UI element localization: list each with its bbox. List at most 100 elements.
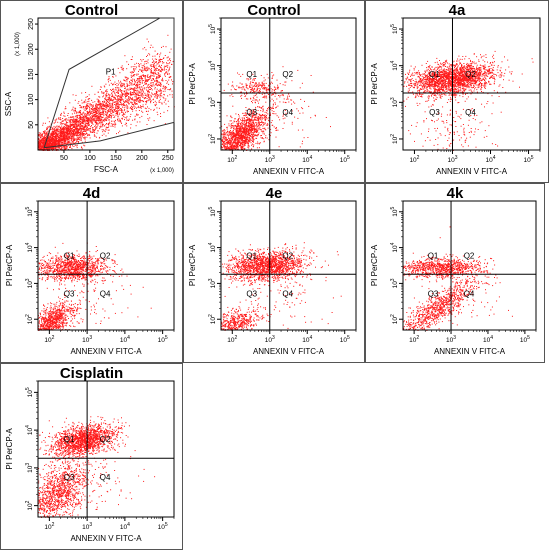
event-dot [63, 112, 65, 114]
event-dot [246, 137, 248, 138]
event-dot [253, 124, 255, 126]
event-dot [146, 69, 148, 71]
event-dot [55, 137, 57, 139]
event-dot [119, 108, 121, 109]
event-dot [134, 81, 136, 82]
event-dot [107, 104, 109, 106]
event-dot [76, 137, 78, 139]
event-dot [158, 62, 160, 63]
event-dot [153, 68, 155, 70]
event-dot [230, 146, 232, 148]
event-dot [230, 141, 232, 143]
event-dot [95, 108, 96, 110]
event-dot [150, 79, 152, 81]
event-dot [141, 90, 143, 92]
event-dot [144, 67, 146, 69]
event-dot [93, 120, 95, 122]
event-dot [270, 128, 272, 130]
event-dot [84, 136, 86, 138]
event-dot [168, 63, 170, 65]
event-dot [116, 103, 117, 105]
event-dot [76, 119, 77, 121]
event-dot [120, 80, 122, 82]
event-dot [65, 148, 67, 149]
event-dot [243, 137, 245, 139]
event-dot [99, 109, 101, 111]
event-dot [60, 131, 62, 133]
event-dot [247, 128, 248, 130]
event-dot [222, 140, 224, 142]
event-dot [48, 136, 50, 138]
event-dot [151, 64, 153, 66]
event-dot [122, 98, 123, 100]
event-dot [77, 135, 79, 137]
event-dot [52, 131, 54, 132]
event-dot [76, 126, 78, 128]
event-dot [146, 100, 147, 102]
event-dot [254, 119, 256, 121]
event-dot [130, 93, 132, 94]
event-dot [137, 98, 139, 99]
event-dot [171, 96, 173, 98]
event-dot [243, 137, 245, 138]
event-dot [127, 86, 128, 88]
event-dot [230, 134, 232, 136]
event-dot [108, 95, 110, 97]
event-dot [108, 109, 110, 111]
event-dot [63, 136, 65, 138]
event-dot [232, 105, 234, 107]
event-dot [148, 119, 150, 121]
event-dot [157, 85, 159, 87]
event-dot [66, 125, 68, 127]
event-dot [111, 109, 113, 111]
event-dot [155, 78, 157, 80]
event-dot [68, 124, 70, 126]
event-dot [253, 111, 255, 113]
event-dot [96, 105, 98, 107]
event-dot [75, 139, 77, 141]
event-dot [87, 98, 89, 100]
event-dot [125, 93, 127, 95]
event-dot [160, 52, 162, 54]
event-dot [130, 106, 132, 108]
event-dot [50, 138, 52, 140]
event-dot [140, 94, 142, 96]
event-dot [253, 109, 255, 111]
event-dot [141, 106, 143, 107]
event-dot [117, 102, 119, 104]
event-dot [272, 106, 274, 108]
event-dot [233, 120, 235, 122]
event-dot [239, 141, 241, 143]
event-dot [122, 114, 124, 116]
event-dot [59, 146, 61, 148]
event-dot [126, 111, 128, 113]
event-dot [40, 145, 42, 147]
event-dot [237, 133, 239, 134]
event-dot [131, 82, 133, 84]
event-dot [92, 131, 94, 133]
event-dot [114, 111, 116, 113]
event-dot [110, 108, 112, 110]
event-dot [92, 119, 93, 121]
event-dot [252, 137, 254, 139]
event-dot [47, 126, 49, 128]
gate-label: P1 [106, 67, 116, 76]
event-dot [89, 128, 91, 129]
event-dot [70, 139, 72, 141]
event-dot [85, 108, 87, 110]
event-dot [52, 137, 54, 139]
event-dot [254, 135, 256, 137]
event-dot [146, 102, 148, 104]
event-dot [79, 115, 80, 116]
event-dot [95, 127, 97, 129]
event-dot [232, 139, 233, 141]
event-dot [56, 139, 58, 141]
event-dot [86, 132, 87, 134]
event-dot [250, 129, 252, 131]
event-dot [51, 133, 53, 135]
event-dot [235, 136, 236, 138]
event-dot [82, 125, 84, 127]
event-dot [103, 100, 105, 102]
event-dot [51, 143, 53, 145]
event-dot [129, 96, 131, 98]
